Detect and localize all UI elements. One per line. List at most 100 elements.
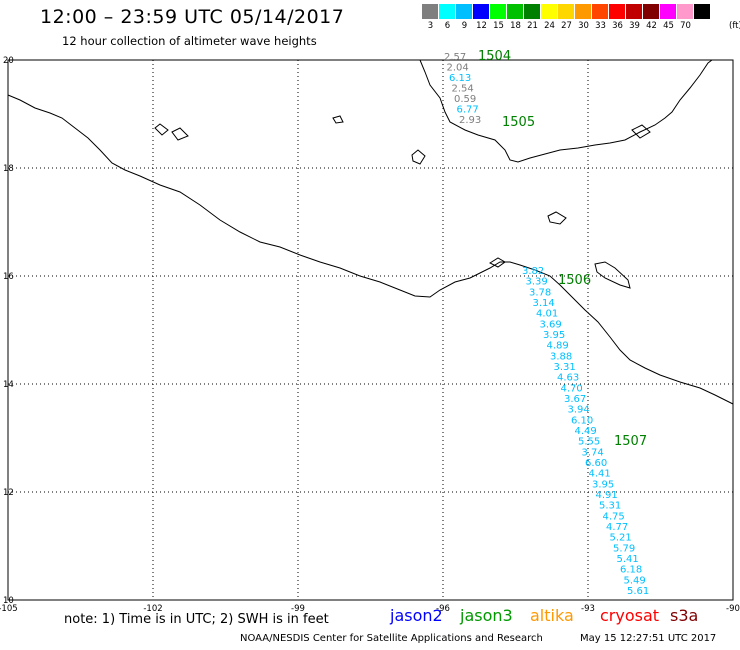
colorbar-label: 36 <box>612 21 623 31</box>
colorbar-label: 27 <box>561 21 572 31</box>
colorbar-swatch <box>626 4 643 19</box>
swh-value-label: 5.79 <box>613 543 635 554</box>
satellite-legend-item: cryosat <box>600 606 660 625</box>
lat-lon-grid <box>8 60 733 600</box>
pass-time-label: 1507 <box>614 434 647 449</box>
track-1504-1505: 2.572.046.132.540.596.772.93 <box>444 52 481 126</box>
swh-value-label: 5.49 <box>624 575 646 586</box>
swh-value-label: 2.04 <box>447 63 469 74</box>
island-outline <box>171 127 189 141</box>
swh-value-label: 4.49 <box>575 426 597 437</box>
lon-tick-label: -102 <box>143 604 162 614</box>
swh-value-label: 3.74 <box>582 447 604 458</box>
colorbar-label: 12 <box>476 21 487 31</box>
swh-value-label: 2.57 <box>444 52 466 63</box>
swh-value-label: 5.55 <box>578 437 600 448</box>
colorbar-label: 42 <box>646 21 657 31</box>
colorbar-swatch <box>524 4 541 19</box>
swh-value-label: 6.18 <box>620 565 642 576</box>
swh-value-label: 3.14 <box>533 298 555 309</box>
swh-value-label: 3.78 <box>529 287 551 298</box>
coastline <box>7 94 734 405</box>
colorbar-swatch <box>541 4 558 19</box>
colorbar-label: 9 <box>461 21 468 31</box>
swh-value-label: 4.01 <box>536 309 558 320</box>
swh-value-label: 4.89 <box>547 341 569 352</box>
footer-timestamp: May 15 12:27:51 UTC 2017 <box>580 633 717 644</box>
map-title: 12:00 – 23:59 UTC 05/14/2017 <box>40 6 345 28</box>
island-outline <box>547 211 567 225</box>
swh-value-label: 5.61 <box>627 586 649 597</box>
swh-value-label: 3.95 <box>543 330 565 341</box>
colorbar-swatch <box>643 4 660 19</box>
pass-time-label: 1506 <box>558 273 591 288</box>
colorbar-label: 30 <box>578 21 589 31</box>
lake-outline <box>411 149 426 165</box>
swh-value-label: 0.59 <box>454 94 476 105</box>
map-frame <box>7 59 734 601</box>
swh-value-label: 4.70 <box>561 383 583 394</box>
lon-tick-label: -93 <box>581 604 595 614</box>
colorbar-swatch <box>422 4 439 19</box>
swh-value-label: 3.94 <box>568 405 590 416</box>
colorbar-swatch <box>592 4 609 19</box>
colorbar-swatch <box>575 4 592 19</box>
track-1506-1507: 3.823.393.783.144.013.693.954.893.883.31… <box>522 266 649 597</box>
lon-tick-label: -105 <box>0 604 18 614</box>
swh-value-label: 6.77 <box>457 105 479 116</box>
colorbar-swatch <box>694 4 711 19</box>
swh-value-label: 3.67 <box>564 394 586 405</box>
axis-labels: -105 -102 -99 -96 -93 -90 20 18 16 14 12 10 <box>0 56 740 614</box>
satellite-legend-item: jason2 <box>390 606 443 625</box>
footer-credit: NOAA/NESDIS Center for Satellite Applica… <box>240 633 543 644</box>
lake-outline <box>594 261 631 289</box>
colorbar-swatch <box>507 4 524 19</box>
colorbar-label: 15 <box>493 21 504 31</box>
swh-value-label: 2.93 <box>459 115 481 126</box>
pass-time-labels: 1504 1505 1506 1507 <box>478 49 647 449</box>
satellite-legend-item: jason3 <box>460 606 513 625</box>
swh-value-label: 3.82 <box>522 266 544 277</box>
colorbar-swatch <box>473 4 490 19</box>
swh-value-label: 5.41 <box>617 554 639 565</box>
swh-value-label: 3.88 <box>550 351 572 362</box>
swh-value-label: 6.60 <box>585 458 607 469</box>
island-outline <box>631 124 651 139</box>
swh-value-label: 6.10 <box>571 415 593 426</box>
swh-value-label: 3.95 <box>592 479 614 490</box>
swh-value-label: 4.41 <box>589 469 611 480</box>
lat-tick-label: 10 <box>3 596 14 606</box>
island-outline <box>488 257 506 268</box>
colorbar-swatch <box>456 4 473 19</box>
colorbar-swatch <box>439 4 456 19</box>
lat-tick-label: 14 <box>3 380 14 390</box>
swh-value-label: 6.13 <box>449 73 471 84</box>
gulf-coastline <box>419 59 713 163</box>
colorbar-swatch <box>558 4 575 19</box>
colorbar-label: 24 <box>544 21 555 31</box>
swh-value-label: 5.31 <box>599 501 621 512</box>
colorbar-label: 45 <box>663 21 674 31</box>
swh-value-label: 3.39 <box>526 277 548 288</box>
swh-value-label: 4.77 <box>606 522 628 533</box>
legend-note: note: 1) Time is in UTC; 2) SWH is in fe… <box>64 612 329 627</box>
colorbar-label: 18 <box>510 21 521 31</box>
island-outline <box>154 123 169 136</box>
lat-tick-label: 12 <box>3 488 14 498</box>
swh-value-label: 4.75 <box>603 511 625 522</box>
colorbar-label: 33 <box>595 21 606 31</box>
colorbar-label: 3 <box>427 21 434 31</box>
pass-time-label: 1505 <box>502 115 535 130</box>
colorbar-label: 70 <box>680 21 691 31</box>
lon-tick-label: -99 <box>291 604 305 614</box>
island-outline <box>332 115 344 124</box>
lat-tick-label: 20 <box>3 56 14 66</box>
pass-time-label: 1504 <box>478 49 511 64</box>
swh-value-label: 4.63 <box>557 373 579 384</box>
satellite-legend-item: altika <box>530 606 574 625</box>
lat-tick-label: 16 <box>3 272 14 282</box>
colorbar-label: 21 <box>527 21 538 31</box>
swh-value-label: 4.91 <box>596 490 618 501</box>
swh-value-label: 3.69 <box>540 319 562 330</box>
colorbar-swatch <box>660 4 677 19</box>
